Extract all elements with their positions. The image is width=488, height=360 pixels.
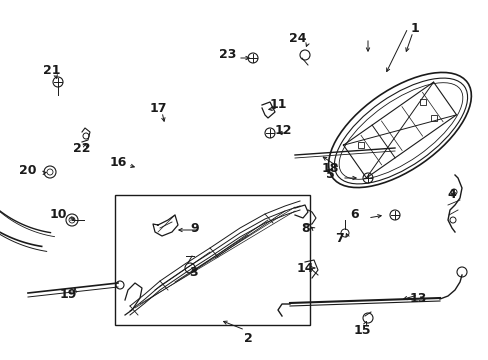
Text: 21: 21 <box>43 63 61 77</box>
Bar <box>419 99 425 105</box>
Text: 12: 12 <box>274 123 291 136</box>
Text: 16: 16 <box>109 157 126 170</box>
Text: 20: 20 <box>19 163 37 176</box>
Text: 8: 8 <box>301 221 310 234</box>
Text: 24: 24 <box>289 31 306 45</box>
Text: 22: 22 <box>73 141 91 154</box>
Text: 7: 7 <box>335 231 344 244</box>
Text: 18: 18 <box>321 162 338 175</box>
Bar <box>358 142 364 148</box>
Text: 4: 4 <box>447 189 455 202</box>
Text: 2: 2 <box>243 332 252 345</box>
Text: 13: 13 <box>408 292 426 305</box>
Text: 9: 9 <box>190 221 199 234</box>
Text: 5: 5 <box>325 168 334 181</box>
Text: 15: 15 <box>352 324 370 337</box>
Text: 10: 10 <box>49 208 67 221</box>
Text: 23: 23 <box>219 49 236 62</box>
Text: 19: 19 <box>59 288 77 302</box>
Text: 17: 17 <box>149 102 166 114</box>
Text: 11: 11 <box>269 99 286 112</box>
Text: 6: 6 <box>350 208 359 221</box>
Text: 14: 14 <box>296 261 313 274</box>
Text: 1: 1 <box>410 22 419 35</box>
Text: 3: 3 <box>188 266 197 279</box>
Bar <box>115 195 309 325</box>
Bar <box>430 115 436 121</box>
